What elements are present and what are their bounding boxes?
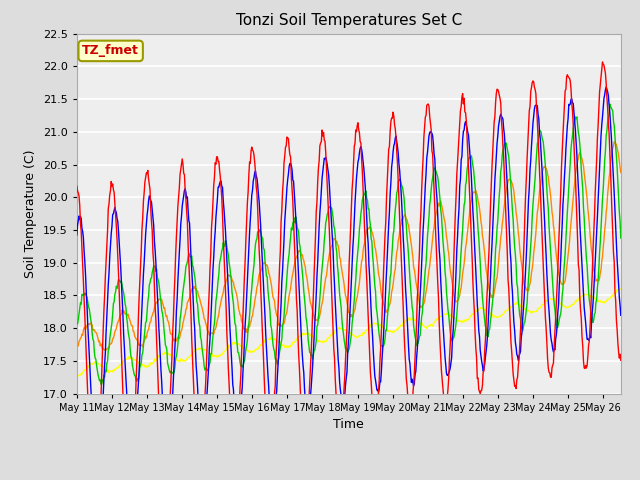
X-axis label: Time: Time — [333, 418, 364, 431]
Text: TZ_fmet: TZ_fmet — [82, 44, 139, 58]
Title: Tonzi Soil Temperatures Set C: Tonzi Soil Temperatures Set C — [236, 13, 462, 28]
Y-axis label: Soil Temperature (C): Soil Temperature (C) — [24, 149, 37, 278]
Legend: -2cm, -4cm, -8cm, -16cm, -32cm: -2cm, -4cm, -8cm, -16cm, -32cm — [145, 479, 553, 480]
